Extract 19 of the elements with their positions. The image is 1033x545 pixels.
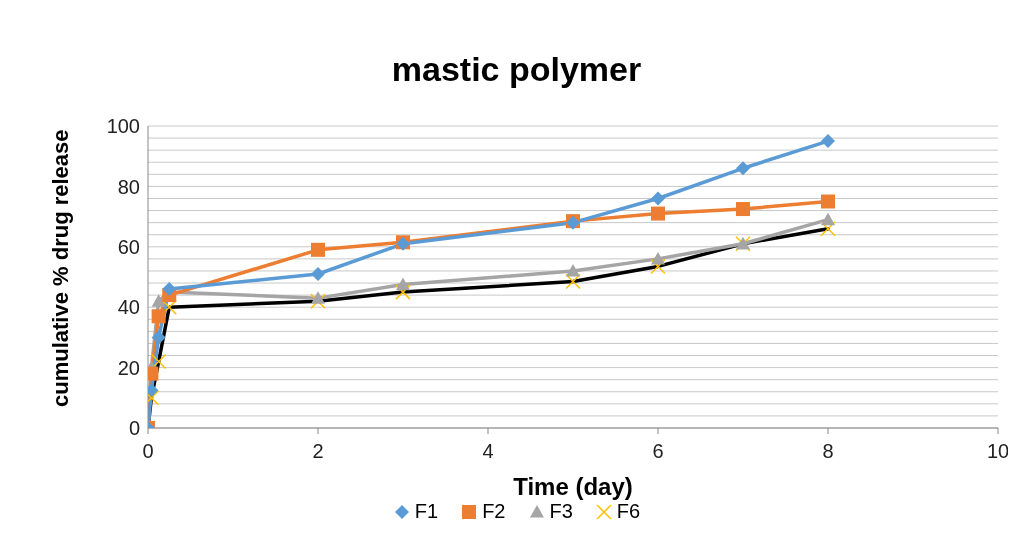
x-tick-label: 0 <box>142 440 154 463</box>
x-tick-label: 4 <box>482 440 494 463</box>
x-tick-label: 10 <box>986 440 1010 463</box>
chart-title: mastic polymer <box>390 50 643 89</box>
legend-label: F6 <box>616 500 641 523</box>
legend-label: F1 <box>414 500 439 523</box>
y-tick-label: 60 <box>117 235 140 258</box>
y-tick-label: 80 <box>117 175 140 198</box>
legend-label: F3 <box>549 500 573 523</box>
y-tick-label: 40 <box>117 296 140 319</box>
x-tick-label: 6 <box>652 440 664 463</box>
x-axis-title: Time (day) <box>513 473 633 500</box>
y-axis-title: cumulative % drug release <box>47 129 73 407</box>
y-tick-label: 20 <box>117 356 140 379</box>
x-tick-label: 2 <box>312 440 324 463</box>
y-tick-label: 0 <box>128 417 140 440</box>
x-tick-label: 8 <box>822 440 834 463</box>
y-tick-label: 100 <box>106 115 140 138</box>
legend-label: F2 <box>482 500 506 523</box>
